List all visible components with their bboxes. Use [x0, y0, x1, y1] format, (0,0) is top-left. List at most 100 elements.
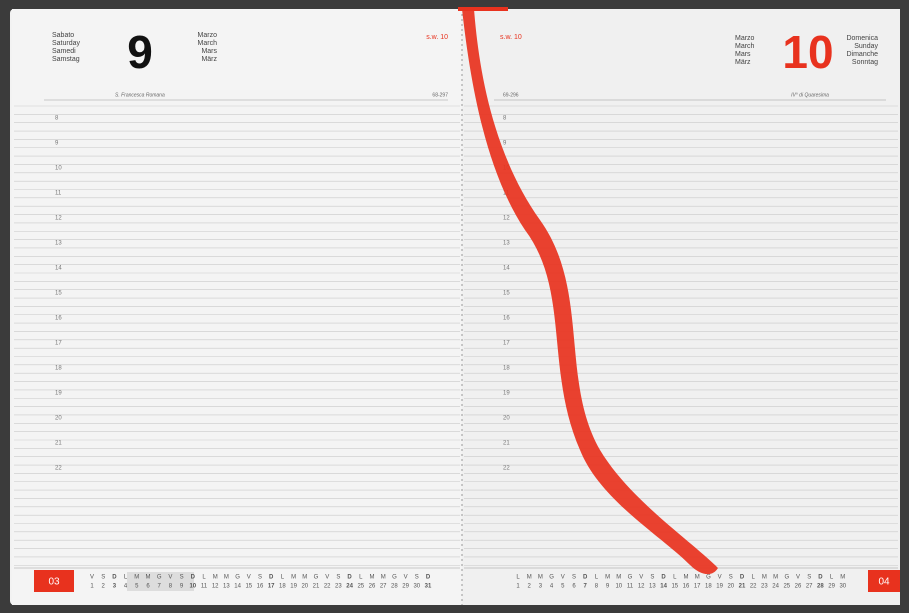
calendar-weekday: V	[718, 575, 722, 581]
hour-label: 8	[55, 116, 59, 122]
calendar-weekday: S	[807, 575, 811, 581]
calendar-weekday: M	[291, 575, 296, 581]
calendar-day: 1	[90, 584, 94, 590]
hour-label: 22	[503, 466, 510, 472]
ribbon-top	[458, 7, 508, 11]
calendar-day: 24	[772, 584, 779, 590]
calendar-day: 28	[391, 584, 398, 590]
calendar-weekday: G	[157, 575, 162, 581]
calendar-weekday: M	[616, 575, 621, 581]
calendar-day: 14	[660, 584, 667, 590]
calendar-weekday: L	[595, 575, 599, 581]
calendar-weekday: M	[538, 575, 543, 581]
calendar-weekday: V	[247, 575, 251, 581]
calendar-weekday: M	[605, 575, 610, 581]
calendar-day: 7	[584, 584, 588, 590]
calendar-day: 7	[158, 584, 162, 590]
left-page	[12, 9, 462, 605]
hour-label: 14	[55, 266, 62, 272]
calendar-day: 22	[750, 584, 757, 590]
calendar-day: 14	[234, 584, 241, 590]
month-number: 04	[878, 577, 890, 588]
calendar-weekday: G	[392, 575, 397, 581]
calendar-weekday: M	[840, 575, 845, 581]
hour-label: 14	[503, 266, 510, 272]
calendar-weekday: V	[796, 575, 800, 581]
hour-label: 10	[55, 166, 62, 172]
calendar-day: 6	[572, 584, 576, 590]
hour-label: 19	[503, 391, 510, 397]
calendar-day: 20	[727, 584, 734, 590]
calendar-day: 12	[212, 584, 219, 590]
calendar-weekday: S	[101, 575, 105, 581]
month: Marzo	[198, 32, 218, 39]
day-number: 9	[127, 26, 153, 78]
calendar-day: 31	[425, 584, 432, 590]
current-week	[127, 572, 194, 591]
calendar-day: 19	[716, 584, 723, 590]
calendar-day: 2	[528, 584, 532, 590]
calendar-weekday: D	[112, 575, 117, 581]
calendar-weekday: M	[773, 575, 778, 581]
calendar-weekday: G	[628, 575, 633, 581]
calendar-day: 13	[649, 584, 656, 590]
calendar-day: 3	[113, 584, 117, 590]
calendar-weekday: S	[180, 575, 184, 581]
calendar-day: 24	[346, 584, 353, 590]
day-number: 10	[782, 26, 833, 78]
month-number: 03	[48, 577, 60, 588]
calendar-weekday: V	[639, 575, 643, 581]
calendar-day: 11	[201, 584, 208, 590]
calendar-weekday: D	[740, 575, 745, 581]
calendar-day: 9	[180, 584, 184, 590]
calendar-weekday: D	[661, 575, 666, 581]
calendar-day: 18	[279, 584, 286, 590]
weekday: Saturday	[52, 40, 81, 47]
month: März	[201, 56, 217, 63]
calendar-weekday: S	[572, 575, 576, 581]
calendar-weekday: L	[359, 575, 363, 581]
hour-label: 21	[503, 441, 510, 447]
day-count: 69-296	[503, 92, 519, 98]
hour-label: 19	[55, 391, 62, 397]
calendar-weekday: V	[168, 575, 172, 581]
month: Mars	[735, 51, 751, 58]
calendar-day: 25	[783, 584, 790, 590]
month: Marzo	[735, 35, 755, 42]
hour-label: 12	[55, 216, 62, 222]
calendar-day: 20	[301, 584, 308, 590]
calendar-day: 3	[539, 584, 543, 590]
calendar-weekday: S	[650, 575, 654, 581]
hour-label: 15	[503, 291, 510, 297]
calendar-weekday: V	[90, 575, 94, 581]
calendar-weekday: D	[426, 575, 431, 581]
calendar-day: 10	[615, 584, 622, 590]
calendar-day: 5	[135, 584, 139, 590]
month: March	[735, 43, 755, 50]
calendar-day: 17	[268, 584, 275, 590]
calendar-weekday: D	[191, 575, 196, 581]
calendar-day: 16	[683, 584, 690, 590]
calendar-weekday: G	[549, 575, 554, 581]
calendar-day: 27	[806, 584, 813, 590]
month-box	[34, 570, 74, 592]
calendar-weekday: S	[258, 575, 262, 581]
calendar-day: 26	[795, 584, 802, 590]
hour-label: 16	[503, 316, 510, 322]
calendar-day: 8	[595, 584, 599, 590]
calendar-day: 1	[516, 584, 520, 590]
saint: S. Francesca Romana	[115, 92, 165, 98]
calendar-day: 13	[223, 584, 230, 590]
month: March	[198, 40, 218, 47]
calendar-weekday: D	[818, 575, 823, 581]
calendar-day: 23	[335, 584, 342, 590]
hour-label: 16	[55, 316, 62, 322]
hour-label: 11	[55, 191, 62, 197]
calendar-day: 18	[705, 584, 712, 590]
weekday: Domenica	[846, 35, 878, 42]
calendar-weekday: M	[695, 575, 700, 581]
calendar-day: 21	[313, 584, 320, 590]
hour-label: 8	[503, 116, 507, 122]
